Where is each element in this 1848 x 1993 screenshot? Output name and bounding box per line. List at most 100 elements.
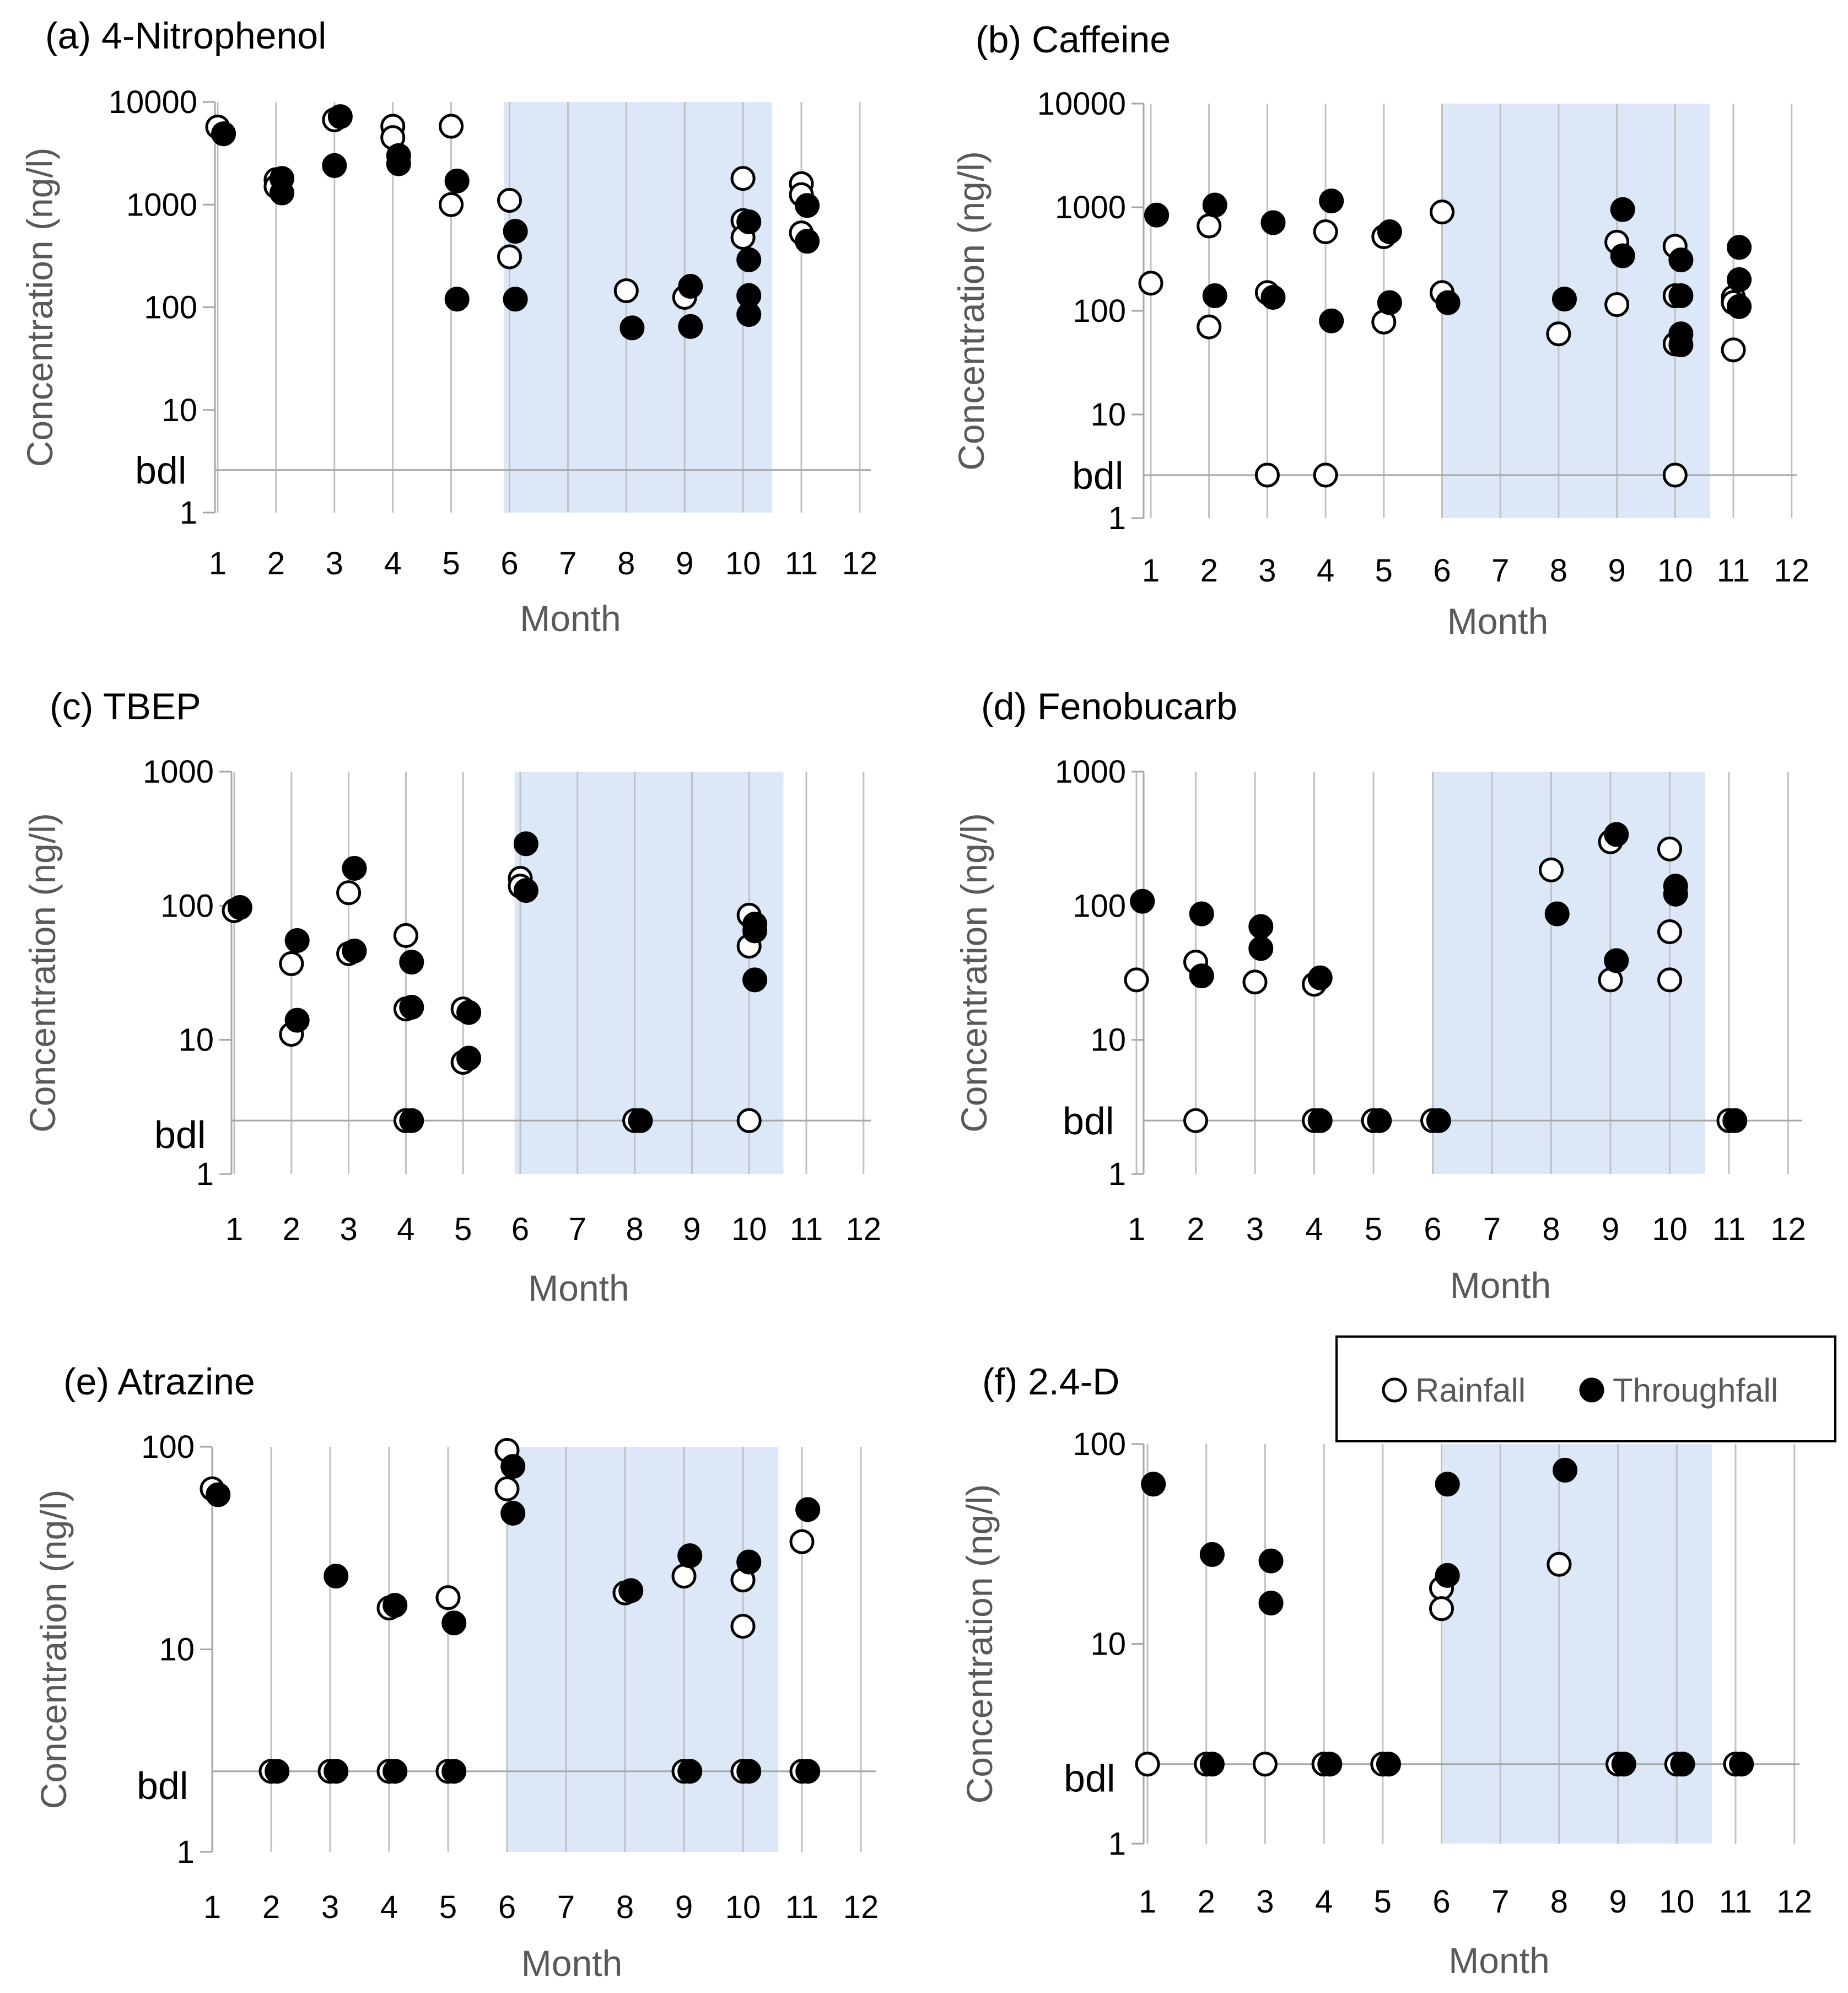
throughfall-point	[211, 121, 236, 147]
x-tick-label: 8	[626, 1211, 643, 1247]
x-tick-label: 4	[1305, 1211, 1323, 1247]
y-tick-label: 100	[1073, 293, 1126, 329]
throughfall-point	[678, 314, 703, 339]
y-tick-label: 100	[141, 1429, 195, 1465]
x-axis-title: Month	[1450, 1265, 1551, 1306]
y-axis-title: Concentration (ng/l)	[959, 1484, 1000, 1804]
legend-rainfall-label: Rainfall	[1415, 1372, 1526, 1409]
x-tick-label: 1	[1139, 1884, 1156, 1920]
throughfall-point	[441, 1610, 467, 1636]
x-tick-label: 4	[1315, 1884, 1333, 1920]
rainfall-point	[1138, 271, 1163, 296]
throughfall-point	[1426, 1108, 1451, 1133]
x-tick-label: 1	[203, 1889, 221, 1925]
throughfall-point	[456, 1000, 482, 1025]
throughfall-point	[1317, 1752, 1343, 1777]
legend-throughfall-marker	[1579, 1377, 1604, 1403]
rainfall-point	[736, 1108, 762, 1133]
x-tick-label: 7	[569, 1211, 586, 1247]
throughfall-point	[441, 1759, 467, 1784]
throughfall-point	[1435, 1563, 1460, 1588]
rainfall-point	[1546, 321, 1571, 347]
throughfall-point	[1202, 192, 1227, 218]
rainfall-point	[1197, 314, 1222, 340]
rainfall-point	[1197, 213, 1222, 239]
y-tick-label: 1	[177, 1834, 195, 1870]
x-tick-label: 3	[1258, 553, 1276, 589]
throughfall-point	[1663, 881, 1688, 907]
y-axis-title: Concentration (ng/l)	[22, 813, 63, 1133]
y-tick-label: 100	[144, 290, 197, 326]
legend: Rainfall Throughfall	[1335, 1335, 1836, 1442]
rainfall-point	[671, 1564, 697, 1589]
shaded-region	[1442, 104, 1710, 518]
throughfall-point	[1144, 202, 1170, 228]
x-axis-title: Month	[1447, 601, 1548, 642]
x-tick-label: 8	[616, 1889, 634, 1925]
panel-title: (e) Atrazine	[63, 1361, 255, 1403]
y-tick-label: 10	[1090, 1022, 1126, 1058]
throughfall-point	[628, 1108, 653, 1133]
x-tick-label: 7	[1483, 1211, 1501, 1247]
x-tick-label: 12	[842, 546, 878, 581]
throughfall-point	[456, 1046, 482, 1071]
x-tick-label: 2	[283, 1211, 300, 1247]
throughfall-point	[1189, 963, 1214, 989]
throughfall-point	[399, 1108, 424, 1133]
y-tick-label: 100	[1073, 1426, 1126, 1462]
throughfall-point	[1202, 283, 1227, 309]
x-tick-label: 6	[1424, 1211, 1441, 1247]
throughfall-point	[1435, 290, 1461, 315]
throughfall-point	[1727, 235, 1752, 260]
x-tick-label: 5	[442, 546, 460, 581]
x-tick-label: 6	[500, 546, 518, 581]
y-tick-label: 10000	[1037, 86, 1126, 122]
bdl-label: bdl	[1064, 1757, 1115, 1800]
bdl-label: bdl	[135, 449, 186, 492]
throughfall-point	[1435, 1472, 1460, 1497]
x-tick-label: 8	[617, 546, 635, 581]
y-tick-label: 1	[1108, 1156, 1126, 1192]
x-tick-label: 2	[262, 1889, 280, 1925]
x-tick-label: 10	[1652, 1211, 1688, 1247]
throughfall-point	[444, 287, 470, 312]
y-tick-label: 1	[180, 495, 197, 531]
throughfall-point	[1376, 1752, 1401, 1777]
x-tick-label: 10	[725, 546, 761, 581]
throughfall-point	[1722, 1108, 1748, 1133]
y-axis-title: Concentration (ng/l)	[951, 151, 992, 471]
throughfall-point	[503, 287, 528, 312]
x-tick-label: 11	[1717, 553, 1750, 589]
throughfall-point	[1729, 1752, 1754, 1777]
rainfall-point	[1313, 219, 1338, 244]
y-tick-label: 100	[1073, 888, 1126, 924]
x-tick-label: 9	[1608, 553, 1625, 589]
throughfall-point	[1307, 965, 1333, 990]
panel-title: (a) 4-Nitrophenol	[45, 15, 326, 57]
x-tick-label: 9	[676, 546, 693, 581]
x-tick-label: 3	[1256, 1884, 1274, 1920]
x-axis-title: Month	[521, 1943, 622, 1984]
rainfall-point	[494, 1476, 520, 1501]
throughfall-point	[327, 104, 353, 130]
rainfall-point	[730, 166, 756, 191]
throughfall-point	[1611, 1752, 1636, 1777]
x-tick-label: 11	[785, 546, 818, 581]
throughfall-point	[677, 1543, 703, 1569]
x-tick-label: 9	[675, 1889, 693, 1925]
throughfall-point	[1199, 1752, 1225, 1777]
x-tick-label: 8	[1550, 553, 1567, 589]
throughfall-point	[382, 1759, 408, 1784]
x-axis-title: Month	[528, 1268, 629, 1308]
x-tick-label: 6	[1433, 553, 1451, 589]
rainfall-point	[1662, 462, 1688, 488]
bdl-label: bdl	[1072, 454, 1123, 497]
x-tick-label: 1	[209, 546, 227, 581]
throughfall-point	[1670, 1752, 1695, 1777]
x-tick-label: 11	[785, 1889, 818, 1925]
y-tick-label: 10	[161, 392, 197, 428]
x-tick-label: 6	[511, 1211, 529, 1247]
throughfall-point	[382, 1593, 408, 1618]
throughfall-point	[322, 153, 347, 178]
